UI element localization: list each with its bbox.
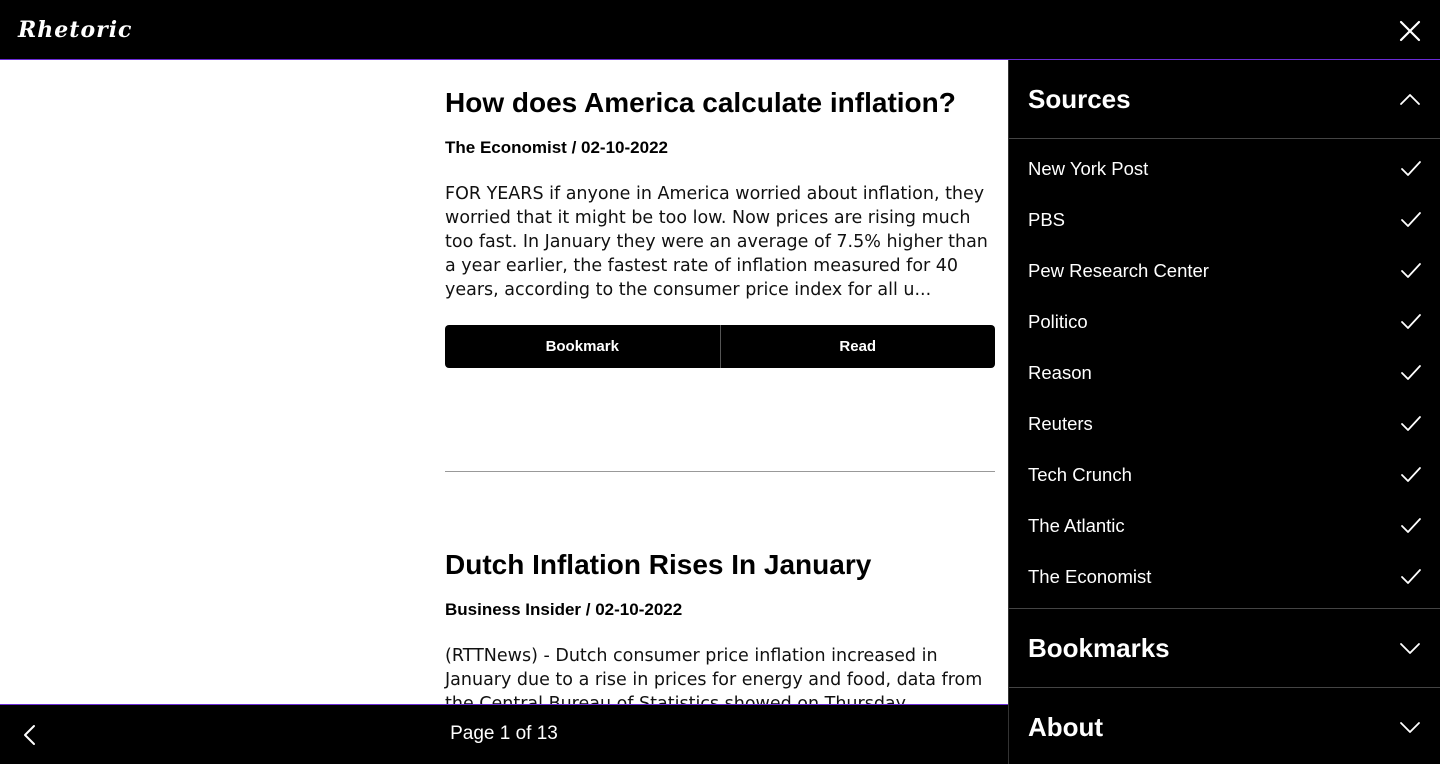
check-icon — [1401, 314, 1421, 329]
check-icon — [1401, 518, 1421, 533]
article-divider — [445, 471, 995, 472]
article-title: Dutch Inflation Rises In January — [445, 549, 872, 580]
article-card: Dutch Inflation Rises In January Busines… — [445, 548, 995, 704]
source-label: Reason — [1028, 361, 1092, 383]
article-meta: The Economist / 02-10-2022 — [445, 138, 668, 157]
sources-title: Sources — [1028, 83, 1131, 114]
source-item[interactable]: Reuters — [1009, 398, 1440, 449]
top-bar: Rhetoric — [0, 0, 1440, 60]
sources-list: New York Post PBS Pew Research Center Polit… — [1009, 139, 1440, 609]
sidebar: Sources New York Post PBS Pew Research Cen… — [1008, 60, 1440, 764]
chevron-down-icon — [1400, 643, 1420, 654]
source-label: The Atlantic — [1028, 514, 1125, 536]
check-icon — [1401, 212, 1421, 227]
check-icon — [1401, 416, 1421, 431]
chevron-down-icon — [1400, 722, 1420, 733]
bookmark-button[interactable]: Bookmark — [545, 338, 619, 355]
chevron-left-icon[interactable] — [18, 723, 42, 747]
source-item[interactable]: Tech Crunch — [1009, 449, 1440, 500]
article-excerpt: (RTTNews) - Dutch consumer price inflati… — [445, 646, 983, 704]
source-label: The Economist — [1028, 565, 1152, 587]
article-card: How does America calculate inflation? Th… — [445, 86, 995, 368]
check-icon — [1401, 161, 1421, 176]
source-item[interactable]: The Atlantic — [1009, 500, 1440, 551]
article-title: How does America calculate inflation? — [445, 87, 956, 118]
article-meta: Business Insider / 02-10-2022 — [445, 600, 683, 619]
article-feed[interactable]: How does America calculate inflation? Th… — [0, 61, 1008, 704]
close-icon[interactable] — [1396, 17, 1424, 45]
bookmarks-title: Bookmarks — [1028, 632, 1170, 663]
source-item[interactable]: The Economist — [1009, 551, 1440, 602]
source-label: PBS — [1028, 208, 1066, 230]
bookmarks-header[interactable]: Bookmarks — [1009, 609, 1440, 688]
source-item[interactable]: New York Post — [1009, 143, 1440, 194]
source-item[interactable]: Reason — [1009, 347, 1440, 398]
check-icon — [1401, 263, 1421, 278]
about-header[interactable]: About — [1009, 688, 1440, 764]
source-label: Pew Research Center — [1028, 259, 1209, 281]
source-label: New York Post — [1028, 157, 1149, 179]
source-item[interactable]: PBS — [1009, 194, 1440, 245]
chevron-up-icon — [1400, 94, 1420, 105]
read-button[interactable]: Read — [719, 325, 996, 368]
sources-header[interactable]: Sources — [1009, 60, 1440, 139]
source-item[interactable]: Pew Research Center — [1009, 245, 1440, 296]
app-logo[interactable]: Rhetoric — [18, 17, 133, 43]
about-title: About — [1028, 711, 1104, 742]
source-label: Politico — [1028, 310, 1088, 332]
source-item[interactable]: Politico — [1009, 296, 1440, 347]
pagination-bar — [0, 704, 1008, 764]
article-actions: Bookmark Read — [445, 325, 995, 368]
check-icon — [1401, 365, 1421, 380]
check-icon — [1401, 569, 1421, 584]
source-label: Tech Crunch — [1028, 463, 1132, 485]
article-excerpt: FOR YEARS if anyone in America worried a… — [445, 184, 988, 300]
source-label: Reuters — [1028, 412, 1093, 434]
check-icon — [1401, 467, 1421, 482]
